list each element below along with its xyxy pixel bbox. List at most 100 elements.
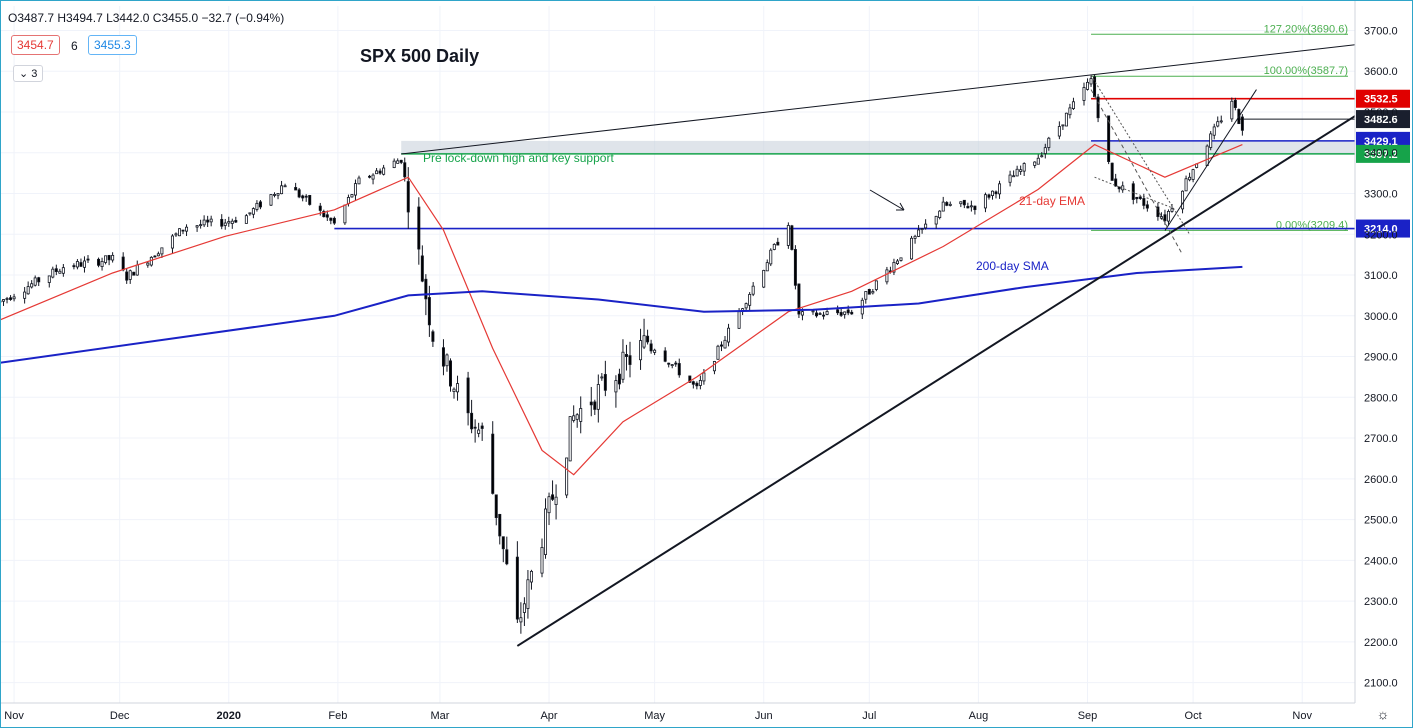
time-tick-label: Mar (430, 710, 449, 722)
time-axis: Nov Dec 2020 Feb Mar Apr May Jun Jul Aug Sep Oct Nov… (0, 702, 1390, 722)
candle-body (1033, 161, 1037, 166)
time-tick-label: May (644, 710, 665, 722)
candle-body (445, 354, 449, 367)
candle-body (230, 220, 234, 224)
ma-value-box-1[interactable]: 3454.7 (11, 35, 60, 55)
candle-body (649, 343, 653, 352)
candle-body (470, 412, 474, 430)
candle-body (1216, 121, 1220, 127)
candle-body (160, 247, 164, 255)
price-tick-label: 2200.0 (1364, 637, 1398, 649)
candle-body (47, 275, 51, 283)
candle-body (515, 556, 519, 620)
candle-body (1043, 147, 1047, 154)
candle-body (1209, 133, 1213, 148)
candle-body (304, 195, 308, 198)
price-tick-label: 2100.0 (1364, 678, 1398, 690)
candle-body (51, 268, 55, 278)
price-tick-label: 3600.0 (1364, 66, 1398, 78)
candle-body (839, 312, 843, 316)
collapse-indicators-button[interactable]: ⌄ 3 (13, 65, 44, 82)
candle-body (174, 233, 178, 236)
candle-body (895, 260, 899, 264)
candle-body (822, 314, 826, 317)
candle-body (206, 219, 210, 223)
trendline (516, 115, 1356, 647)
candle-body (1015, 168, 1019, 177)
candle-body (825, 311, 829, 315)
candle-body (318, 205, 322, 211)
sma200-line (0, 265, 1243, 364)
candle-body (748, 294, 752, 306)
candle-body (720, 344, 723, 347)
candle-body (938, 210, 942, 218)
level-price-label: 3214.0 (1364, 224, 1398, 236)
candle-body (1184, 178, 1188, 192)
candle-body (540, 547, 544, 574)
candle-body (1135, 196, 1139, 200)
candle-body (987, 194, 991, 198)
candle-body (255, 202, 259, 210)
candle-body (97, 258, 101, 266)
candle-body (1240, 116, 1244, 131)
candle-body (128, 270, 132, 280)
price-tick-label: 3100.0 (1364, 270, 1398, 282)
level-price-label: 3482.6 (1364, 114, 1398, 126)
candle-body (406, 181, 410, 213)
candle-body (836, 309, 840, 314)
candle-body (2, 299, 6, 302)
support-zones (401, 140, 1355, 154)
candle-body (962, 199, 966, 206)
candle-body (26, 286, 30, 295)
candle-body (973, 205, 977, 211)
time-tick-label: Nov (4, 710, 24, 722)
candle-body (892, 261, 896, 273)
candle-body (941, 201, 945, 212)
candle-body (86, 258, 90, 261)
candle-body (526, 579, 530, 609)
candle-body (727, 327, 731, 343)
candle-body (910, 237, 914, 260)
candle-body (223, 222, 227, 226)
candle-body (547, 496, 551, 514)
candle-body (209, 218, 213, 223)
annotations: SPX 500 Daily Pre lock-down high and key … (360, 46, 1085, 273)
candle-body (1057, 126, 1061, 137)
candle-body (991, 190, 994, 196)
ma-value-box-2[interactable]: 3455.3 (88, 35, 137, 55)
candle-body (392, 160, 396, 169)
candle-body (1138, 196, 1142, 199)
candle-body (899, 257, 903, 261)
trendlines (401, 44, 1356, 647)
moving-averages (0, 143, 1243, 476)
candle-body (322, 211, 326, 218)
candle-body (1086, 81, 1090, 90)
candle-body (744, 303, 748, 309)
candle-body (1159, 216, 1163, 219)
candle-body (449, 360, 452, 387)
candle-body (273, 194, 277, 196)
candle-body (456, 383, 460, 393)
time-tick-label: Sep (1078, 710, 1098, 722)
candle-body (431, 331, 435, 342)
time-tick-label: Oct (1185, 710, 1202, 722)
support-zone (401, 140, 1355, 154)
candle-body (353, 183, 357, 196)
candle-body (998, 183, 1002, 195)
candle-body (104, 255, 108, 263)
candle-body (945, 202, 949, 206)
candle-body (575, 414, 579, 420)
candle-body (61, 267, 65, 274)
collapse-count: 3 (31, 68, 38, 80)
price-tick-label: 2500.0 (1364, 515, 1398, 527)
candle-body (1082, 87, 1086, 101)
candle-body (920, 228, 924, 231)
candle-body (596, 384, 600, 410)
candle-body (1089, 78, 1093, 85)
grid (0, 6, 1355, 703)
candle-body (283, 185, 287, 188)
candle-body (251, 208, 255, 215)
candle-body (343, 204, 347, 224)
gear-icon[interactable]: ☼ (1377, 706, 1390, 722)
